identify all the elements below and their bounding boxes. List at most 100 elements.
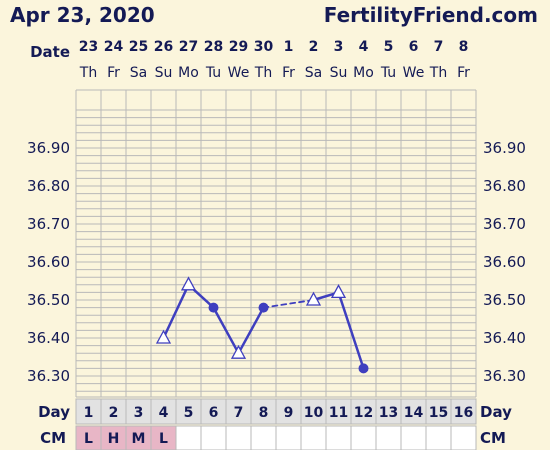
cm-cell [350, 425, 377, 450]
day-number: 1 [84, 405, 94, 421]
day-number: 7 [234, 405, 244, 421]
temperature-point-circle [208, 302, 219, 313]
day-number: 13 [379, 405, 398, 421]
y-tick-label-right: 36.60 [483, 253, 526, 271]
y-tick-label-left: 36.70 [27, 215, 70, 233]
weekday-label: Mo [178, 65, 199, 81]
y-tick-label-right: 36.30 [483, 367, 526, 385]
cm-cell [450, 425, 477, 450]
date-number: 8 [459, 39, 469, 55]
day-cell [375, 398, 402, 425]
cm-cell [225, 425, 252, 450]
cm-row-label-left: CM [40, 429, 66, 447]
date-number: 2 [309, 39, 319, 55]
cm-cell [325, 425, 352, 450]
weekday-label: Mo [353, 65, 374, 81]
y-tick-label-left: 36.30 [27, 367, 70, 385]
temperature-point-circle [258, 302, 269, 313]
series-segment [212, 306, 240, 355]
cm-value: L [159, 431, 168, 447]
weekday-label: We [228, 65, 250, 81]
series-segment [262, 299, 315, 309]
day-cell [125, 398, 152, 425]
date-number: 7 [434, 39, 444, 55]
date-number: 5 [384, 39, 394, 55]
day-number: 15 [429, 405, 448, 421]
y-tick-label-left: 36.60 [27, 253, 70, 271]
day-number: 11 [329, 405, 348, 421]
temperature-axis: 36.90 36.90 36.80 36.80 36.70 36.70 36.60 36.60… [27, 139, 526, 385]
y-tick-label-left: 36.80 [27, 177, 70, 195]
day-number: 4 [159, 405, 169, 421]
cm-cell [275, 425, 302, 450]
temperature-series [155, 276, 369, 374]
cm-cell [175, 425, 202, 450]
day-number: 9 [284, 405, 294, 421]
y-tick-label-right: 36.40 [483, 329, 526, 347]
date-number: 30 [254, 39, 274, 55]
day-number: 3 [134, 405, 144, 421]
temperature-point-triangle [180, 276, 197, 291]
cm-cell [425, 425, 452, 450]
weekday-label: Sa [130, 65, 147, 81]
day-number: 5 [184, 405, 194, 421]
date-number: 23 [79, 39, 98, 55]
day-cell [150, 398, 177, 425]
cm-value: L [84, 431, 93, 447]
date-number: 29 [229, 39, 248, 55]
day-number: 2 [109, 405, 119, 421]
series-segment [337, 291, 365, 370]
day-number: 10 [304, 405, 324, 421]
day-cell [75, 398, 102, 425]
date-number: 4 [359, 39, 369, 55]
y-tick-label-left: 36.50 [27, 291, 70, 309]
temperature-point-triangle [155, 329, 172, 344]
date-number: 1 [284, 39, 294, 55]
cm-value: M [132, 431, 146, 447]
day-cell [225, 398, 252, 425]
day-cell [325, 398, 352, 425]
weekday-label: Su [155, 65, 173, 81]
cm-cell [400, 425, 427, 450]
grid [75, 89, 477, 398]
weekday-label: Th [429, 65, 447, 81]
weekday-label: Th [254, 65, 272, 81]
day-row-label-left: Day [38, 403, 70, 421]
series-segment [237, 306, 265, 355]
y-tick-label-right: 36.70 [483, 215, 526, 233]
day-number: 8 [259, 405, 269, 421]
day-number: 16 [454, 405, 473, 421]
chart-date-title: Apr 23, 2020 [10, 3, 155, 27]
weekday-label: Fr [457, 65, 470, 81]
date-number: 26 [154, 39, 173, 55]
weekday-label: We [403, 65, 425, 81]
series-segment [162, 283, 190, 340]
cm-cell [125, 425, 152, 450]
date-number: 3 [334, 39, 344, 55]
cm-cell [100, 425, 127, 450]
day-number: 6 [209, 405, 219, 421]
day-cell [175, 398, 202, 425]
weekday-label: Sa [305, 65, 322, 81]
temperature-point-circle [358, 363, 369, 374]
y-tick-label-right: 36.90 [483, 139, 526, 157]
day-cell [250, 398, 277, 425]
weekday-label: Fr [282, 65, 295, 81]
day-cell [450, 398, 477, 425]
cm-cell [300, 425, 327, 450]
y-tick-label-right: 36.80 [483, 177, 526, 195]
brand-name: FertilityFriend.com [324, 3, 538, 27]
date-number: 27 [179, 39, 198, 55]
y-tick-label-right: 36.50 [483, 291, 526, 309]
date-row-label: Date [30, 43, 70, 61]
day-cell [400, 398, 427, 425]
cm-cell [200, 425, 227, 450]
weekday-label: Tu [205, 65, 221, 81]
date-number: 24 [104, 39, 124, 55]
weekday-label: Su [330, 65, 348, 81]
day-cell [425, 398, 452, 425]
day-row-label-right: Day [480, 403, 512, 421]
date-number: 28 [204, 39, 223, 55]
